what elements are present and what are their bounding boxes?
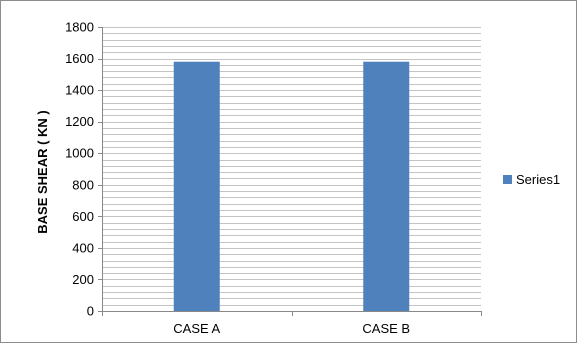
y-tick-label: 1400 (65, 83, 94, 98)
y-tick-label: 1800 (65, 20, 94, 35)
bar-case-a (173, 61, 220, 311)
y-tick-label: 0 (87, 304, 94, 319)
gridlines (102, 27, 481, 312)
bar-case-b (363, 61, 410, 311)
legend: Series1 (503, 172, 560, 187)
y-axis-label: BASE SHEAR ( KN ) (35, 110, 50, 234)
x-tick-label: CASE A (173, 321, 220, 336)
y-tick-label: 1200 (65, 114, 94, 129)
y-tick-label: 400 (72, 240, 94, 255)
axes (98, 27, 482, 316)
legend-label-series1: Series1 (516, 172, 560, 187)
x-tick-label: CASE B (362, 321, 410, 336)
y-tick-label: 1600 (65, 51, 94, 66)
tick-labels: 0 200 400 600 800 1000 1200 1400 1600 1800 CASE A C… (65, 20, 410, 337)
bars (173, 61, 410, 311)
y-tick-label: 200 (72, 272, 94, 287)
y-tick-label: 600 (72, 209, 94, 224)
legend-swatch-series1 (503, 175, 512, 184)
y-tick-label: 1000 (65, 146, 94, 161)
y-tick-label: 800 (72, 177, 94, 192)
